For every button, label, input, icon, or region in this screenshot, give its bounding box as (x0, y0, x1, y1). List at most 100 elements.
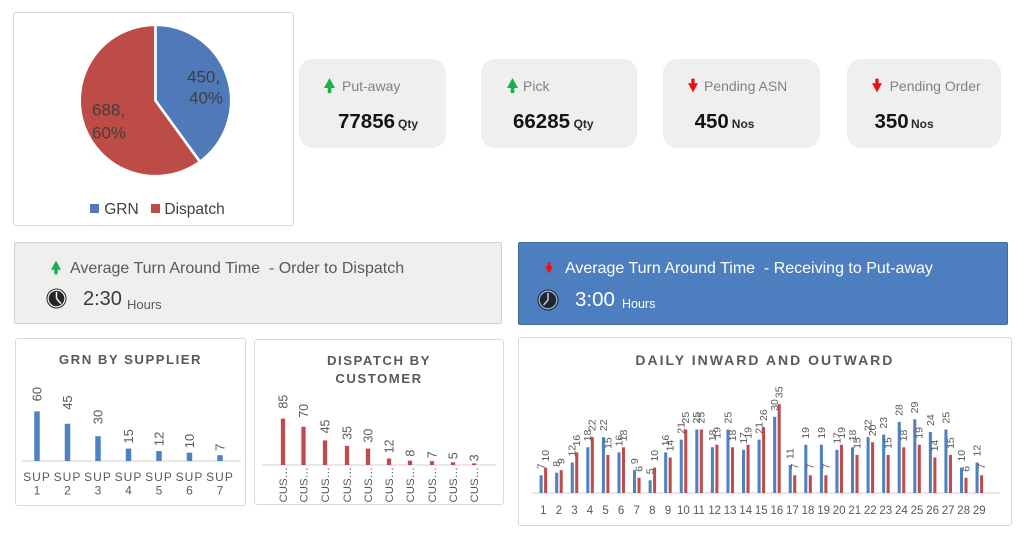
svg-text:25: 25 (722, 412, 734, 424)
svg-text:7: 7 (820, 463, 832, 469)
svg-text:CUS…: CUS… (405, 467, 417, 502)
svg-text:25: 25 (691, 412, 703, 424)
svg-text:9: 9 (629, 458, 641, 464)
svg-text:3: 3 (95, 484, 102, 498)
svg-text:18: 18 (582, 429, 594, 441)
svg-text:SUP: SUP (54, 470, 82, 484)
svg-text:22: 22 (587, 419, 599, 431)
svg-text:12: 12 (971, 445, 983, 457)
svg-text:CUS…: CUS… (469, 467, 481, 502)
svg-text:CUS…: CUS… (384, 467, 396, 502)
svg-text:CUS…: CUS… (448, 467, 460, 502)
svg-text:26: 26 (926, 505, 939, 517)
svg-text:5: 5 (446, 452, 460, 459)
svg-text:5: 5 (156, 484, 163, 498)
svg-text:CUS…: CUS… (299, 467, 311, 502)
svg-text:17: 17 (786, 505, 799, 517)
svg-text:7: 7 (535, 463, 547, 469)
svg-text:10: 10 (182, 434, 197, 448)
svg-text:10: 10 (677, 505, 690, 517)
svg-text:35: 35 (340, 426, 354, 440)
svg-text:6: 6 (618, 505, 624, 517)
svg-text:19: 19 (836, 427, 848, 439)
svg-text:29: 29 (909, 401, 921, 413)
svg-text:4: 4 (587, 505, 594, 517)
svg-text:24: 24 (895, 505, 908, 517)
svg-text:SUP: SUP (115, 470, 143, 484)
svg-text:12: 12 (566, 445, 578, 457)
svg-text:16: 16 (571, 435, 583, 447)
svg-text:18: 18 (898, 429, 910, 441)
svg-text:25: 25 (940, 412, 952, 424)
svg-text:21: 21 (753, 422, 765, 434)
svg-text:11: 11 (784, 448, 796, 459)
svg-text:19: 19 (817, 505, 830, 517)
svg-text:18: 18 (707, 429, 719, 441)
svg-text:SUP: SUP (145, 470, 173, 484)
svg-text:19: 19 (816, 427, 828, 439)
svg-text:18: 18 (727, 429, 739, 441)
svg-text:30: 30 (361, 429, 375, 443)
svg-text:SUP: SUP (84, 470, 112, 484)
svg-text:19: 19 (742, 427, 754, 439)
svg-text:45: 45 (318, 419, 332, 433)
svg-text:40%: 40% (189, 89, 223, 108)
svg-text:22: 22 (598, 419, 610, 431)
svg-text:CUS…: CUS… (363, 467, 375, 502)
svg-text:25: 25 (696, 412, 708, 424)
svg-text:20: 20 (833, 505, 846, 517)
svg-text:15: 15 (121, 429, 136, 443)
svg-text:12: 12 (382, 439, 396, 453)
svg-text:21: 21 (848, 505, 861, 517)
svg-text:19: 19 (800, 427, 812, 439)
svg-text:19: 19 (914, 427, 926, 439)
svg-text:25: 25 (910, 505, 923, 517)
svg-text:60: 60 (30, 387, 45, 401)
svg-text:14: 14 (929, 440, 941, 452)
svg-text:2: 2 (64, 484, 71, 498)
svg-text:70: 70 (297, 404, 311, 418)
svg-text:6: 6 (633, 466, 645, 472)
svg-text:15: 15 (851, 437, 863, 449)
svg-text:5: 5 (602, 505, 608, 517)
svg-text:11: 11 (693, 505, 705, 517)
svg-text:6: 6 (960, 466, 972, 472)
svg-text:CUS…: CUS… (278, 467, 290, 502)
svg-text:2: 2 (556, 505, 562, 517)
svg-text:12: 12 (152, 432, 167, 446)
svg-text:16: 16 (770, 505, 783, 517)
svg-text:688,: 688, (92, 101, 125, 120)
svg-text:21: 21 (675, 422, 687, 434)
svg-text:7: 7 (789, 463, 801, 469)
svg-text:24: 24 (925, 414, 937, 426)
svg-text:85: 85 (276, 395, 290, 409)
svg-text:450,: 450, (187, 67, 220, 86)
svg-text:35: 35 (773, 386, 785, 398)
svg-text:17: 17 (738, 432, 750, 444)
svg-text:26: 26 (758, 409, 770, 421)
svg-text:10: 10 (540, 450, 552, 462)
svg-text:22: 22 (864, 505, 877, 517)
svg-text:6: 6 (186, 484, 193, 498)
svg-text:7: 7 (217, 484, 224, 498)
svg-text:CUS…: CUS… (427, 467, 439, 502)
svg-text:5: 5 (644, 468, 656, 474)
svg-text:22: 22 (862, 419, 874, 431)
svg-text:18: 18 (847, 429, 859, 441)
svg-text:16: 16 (613, 435, 625, 447)
svg-text:8: 8 (551, 461, 563, 467)
svg-text:15: 15 (882, 437, 894, 449)
svg-text:9: 9 (555, 458, 567, 464)
svg-text:7: 7 (633, 505, 639, 517)
svg-text:12: 12 (708, 505, 721, 517)
svg-text:18: 18 (618, 429, 630, 441)
svg-text:SUP: SUP (23, 470, 51, 484)
svg-text:3: 3 (571, 505, 577, 517)
svg-text:8: 8 (403, 450, 417, 457)
svg-text:19: 19 (711, 427, 723, 439)
svg-text:7: 7 (213, 444, 228, 451)
svg-text:20: 20 (867, 424, 879, 436)
svg-text:7: 7 (805, 463, 817, 469)
svg-text:16: 16 (660, 435, 672, 447)
svg-text:SUP: SUP (206, 470, 234, 484)
